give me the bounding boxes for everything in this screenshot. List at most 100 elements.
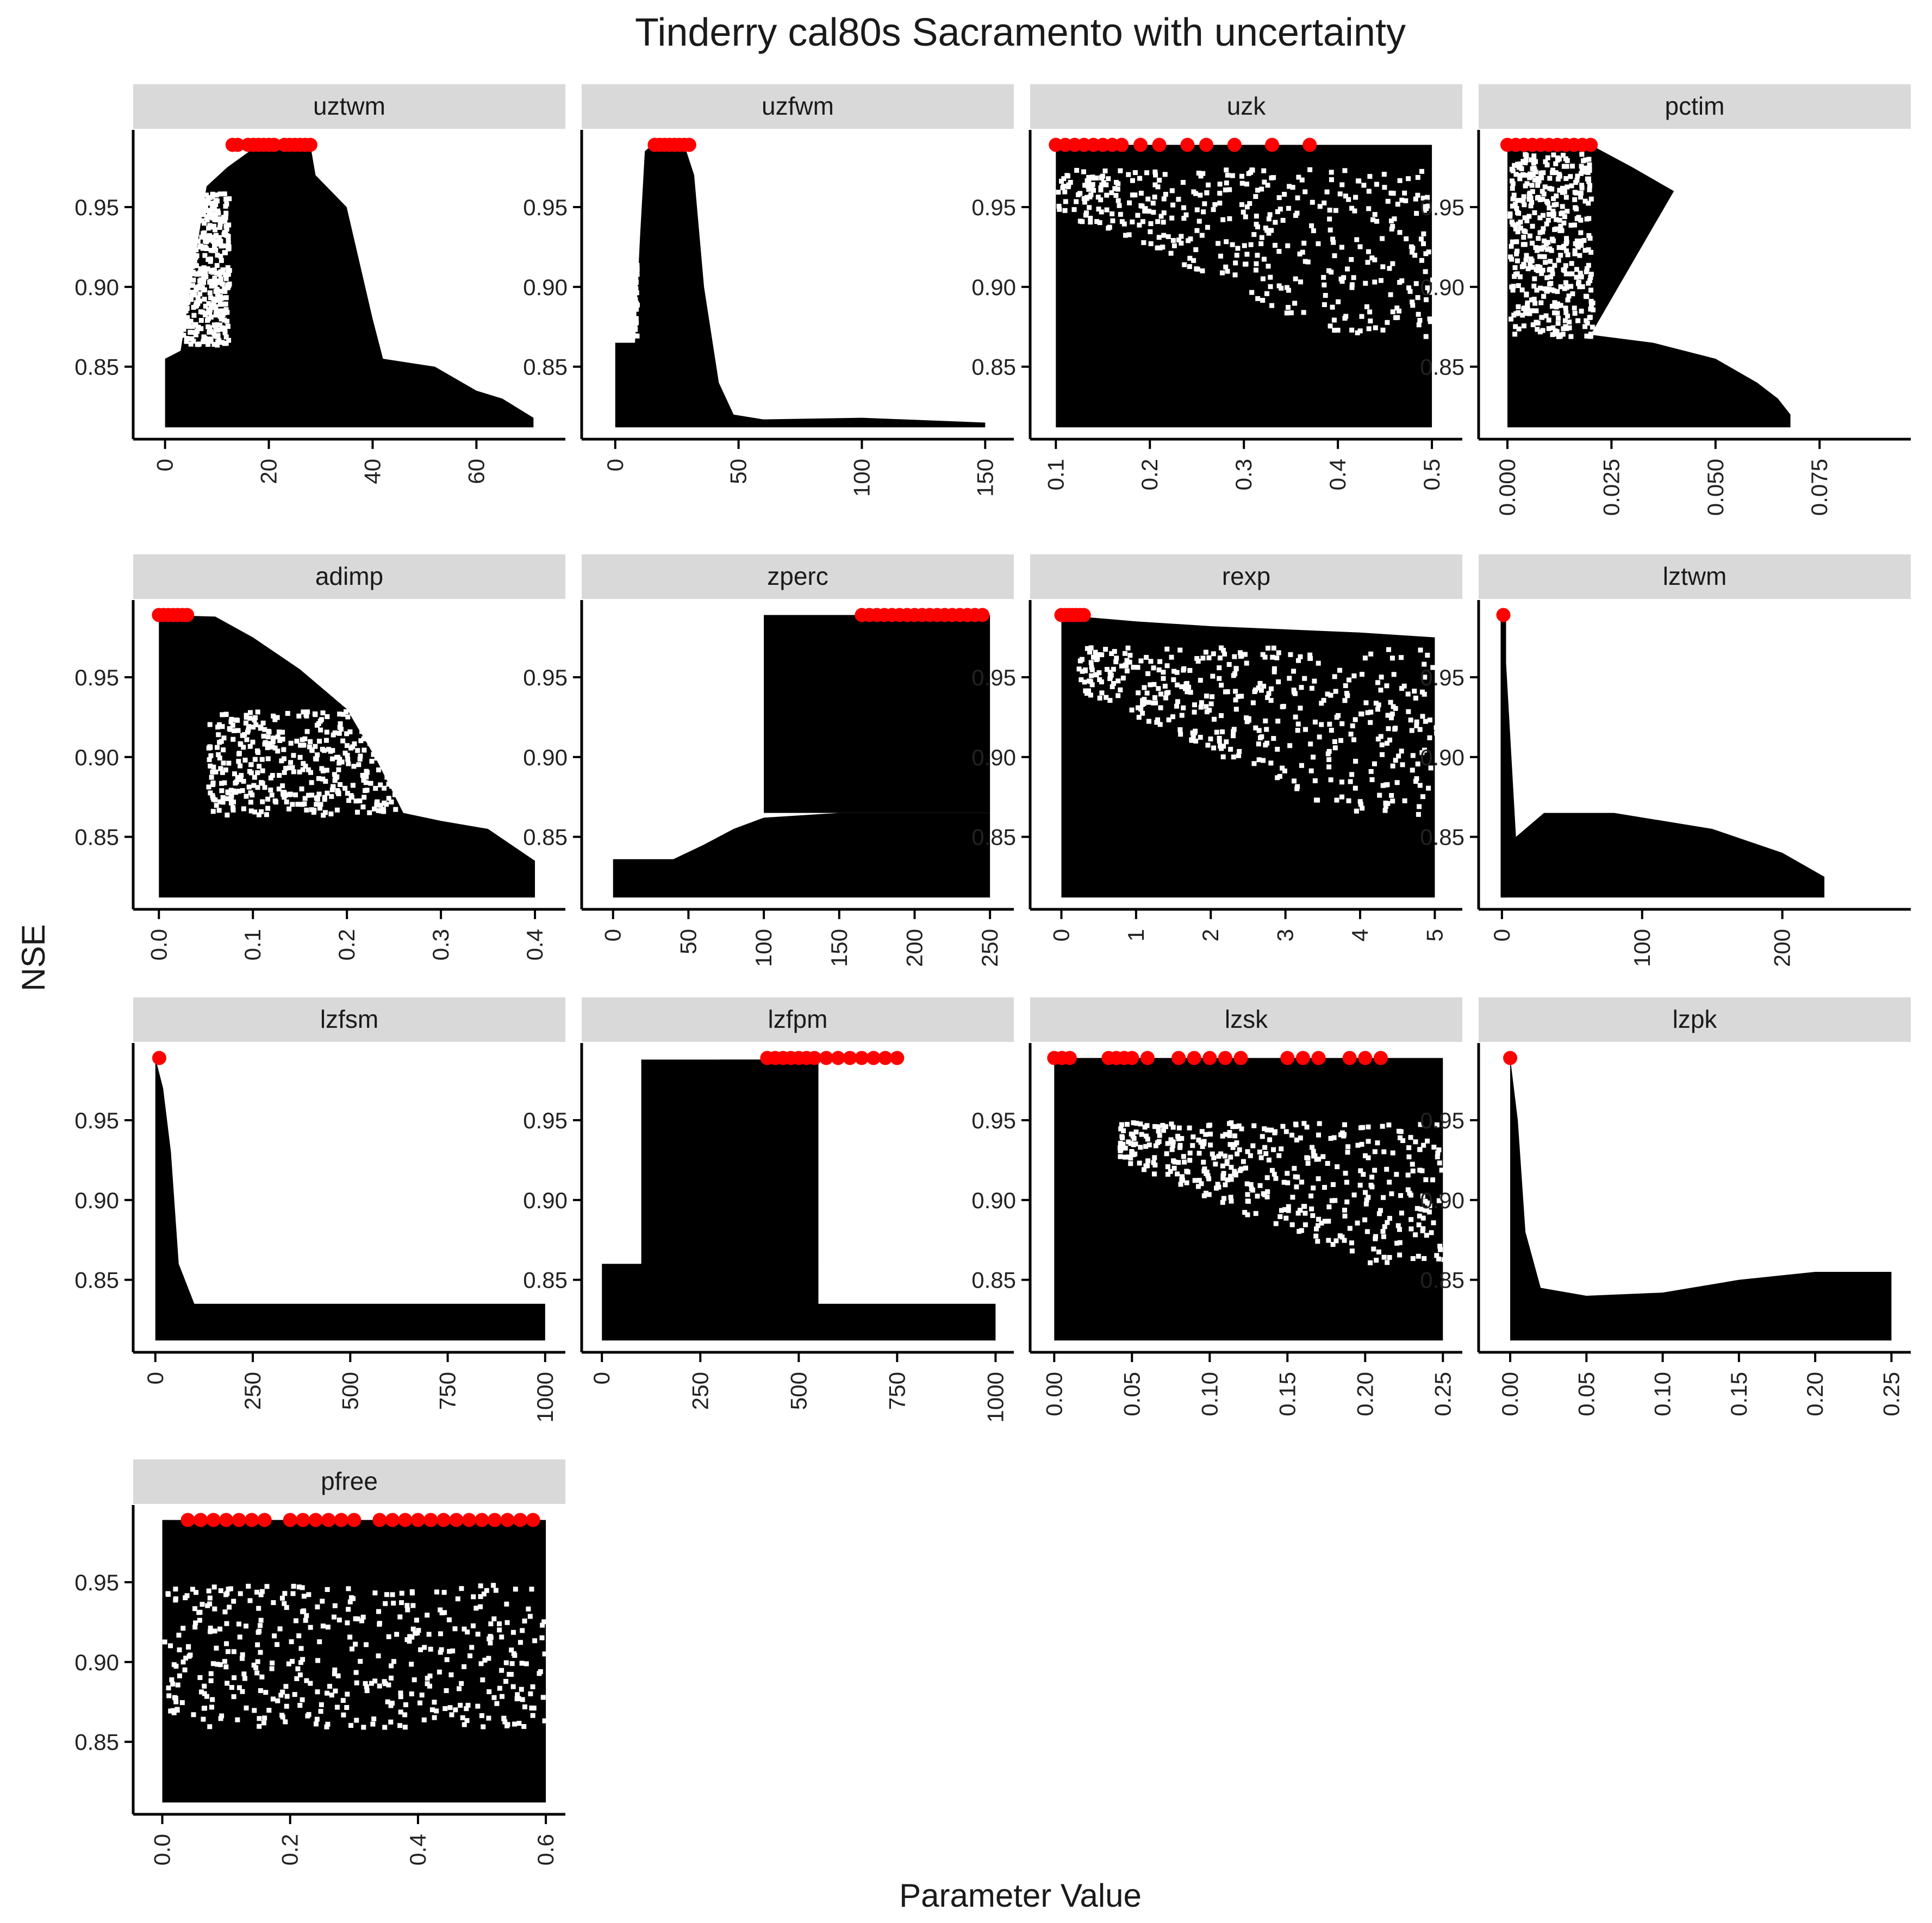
strip-uzfwm (582, 84, 1014, 129)
gap-dot (1354, 237, 1360, 242)
gap-dot (1089, 667, 1095, 672)
gap-dot (1322, 1219, 1328, 1224)
gap-dot (1244, 715, 1249, 721)
gap-dot (1088, 692, 1093, 698)
gap-dot (1357, 799, 1363, 804)
gap-dot (1514, 239, 1519, 245)
gap-dot (478, 1594, 483, 1599)
gap-dot (1579, 171, 1584, 176)
gap-dot (255, 709, 260, 715)
gap-dot (1513, 172, 1519, 177)
gap-dot (1320, 1154, 1326, 1159)
gap-dot (262, 1715, 267, 1721)
gap-dot (631, 202, 636, 208)
gap-dot (437, 1669, 442, 1675)
gap-dot (225, 1649, 230, 1654)
gap-dot (1098, 185, 1104, 190)
gap-dot (1335, 327, 1341, 333)
gap-dot (1174, 703, 1179, 709)
gap-dot (1299, 1228, 1304, 1233)
gap-dot (475, 1703, 481, 1709)
gap-dot (1194, 656, 1200, 661)
gap-dot (1262, 1192, 1268, 1197)
gap-dot (1111, 666, 1116, 672)
gap-dot (1250, 167, 1255, 173)
gap-dot (1420, 1194, 1425, 1199)
gap-dot (1413, 1232, 1418, 1238)
gap-dot (384, 802, 389, 807)
gap-dot (1285, 243, 1291, 248)
gap-dot (1229, 1177, 1234, 1182)
gap-dot (1549, 303, 1555, 309)
gap-dot (1423, 719, 1428, 724)
gap-dot (224, 1621, 229, 1626)
best-point (321, 1513, 336, 1527)
gap-dot (491, 1583, 496, 1588)
gap-dot (173, 1587, 178, 1592)
x-tick-label: 1000 (532, 1372, 558, 1422)
gap-dot (1257, 680, 1263, 686)
gap-dot (403, 1702, 408, 1707)
gap-dot (1363, 280, 1368, 286)
gap-dot (184, 339, 189, 344)
y-tick-label: 0.90 (74, 1188, 119, 1213)
gap-dot (1231, 733, 1236, 739)
gap-dot (394, 1632, 400, 1637)
gap-dot (1136, 690, 1141, 696)
gap-dot (1225, 1177, 1230, 1183)
gap-dot (1390, 309, 1395, 315)
gap-dot (185, 194, 191, 199)
gap-dot (1339, 721, 1345, 727)
gap-dot (624, 188, 629, 193)
gap-dot (1357, 328, 1363, 334)
gap-dot (1527, 233, 1532, 239)
gap-dot (282, 1591, 288, 1596)
gap-dot (1081, 169, 1086, 174)
gap-dot (1137, 222, 1142, 228)
gap-dot (494, 1701, 500, 1706)
gap-dot (1225, 172, 1230, 178)
gap-dot (251, 725, 256, 730)
gap-dot (1238, 653, 1243, 659)
point-cloud-lzpk (1510, 1058, 1892, 1341)
gap-dot (258, 726, 263, 731)
gap-dot (1544, 289, 1550, 294)
gap-dot (1245, 1212, 1250, 1218)
gap-dot (1579, 164, 1584, 169)
x-tick-label: 100 (751, 929, 776, 967)
gap-dot (346, 798, 352, 803)
gap-dot (1082, 667, 1088, 673)
gap-dot (1525, 266, 1531, 271)
gap-dot (223, 334, 229, 340)
gap-dot (1523, 152, 1528, 157)
gap-dot (1355, 1220, 1360, 1226)
best-point (334, 1513, 348, 1527)
gap-dot (363, 780, 369, 785)
gap-dot (304, 729, 310, 734)
gap-dot (1277, 773, 1282, 779)
x-tick-label: 250 (240, 1372, 265, 1410)
gap-dot (1097, 220, 1102, 226)
gap-dot (1543, 313, 1549, 319)
gap-dot (1530, 189, 1535, 195)
gap-dot (1585, 320, 1590, 326)
gap-dot (1148, 229, 1153, 234)
gap-dot (201, 276, 207, 281)
gap-dot (223, 767, 228, 773)
gap-dot (1547, 282, 1553, 287)
gap-dot (1423, 1177, 1429, 1182)
gap-dot (1089, 682, 1095, 688)
gap-dot (462, 1664, 467, 1669)
gap-dot (1331, 317, 1337, 323)
gap-dot (346, 1607, 351, 1612)
gap-dot (1182, 262, 1187, 267)
gap-dot (364, 714, 369, 720)
gap-dot (1336, 299, 1341, 304)
gap-dot (1381, 1254, 1387, 1260)
gap-dot (1110, 684, 1115, 690)
gap-dot (230, 807, 236, 813)
gap-dot (277, 738, 283, 744)
gap-dot (626, 271, 631, 277)
gap-dot (1391, 704, 1396, 709)
gap-dot (284, 1703, 289, 1709)
